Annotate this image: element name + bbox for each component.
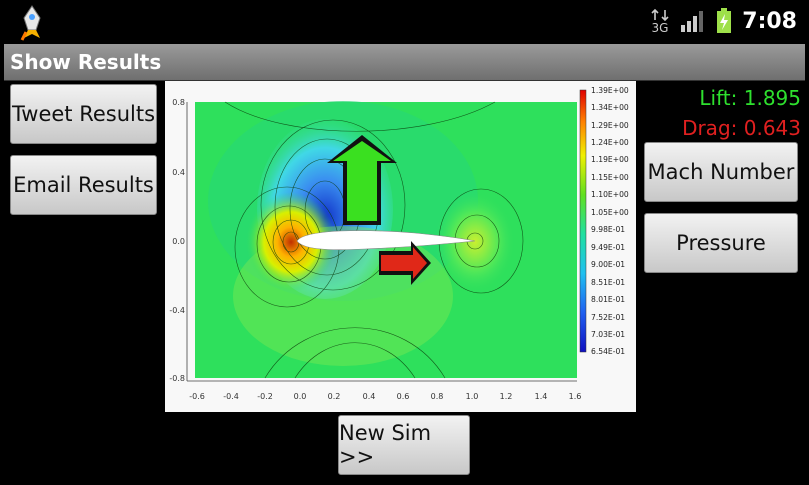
colorbar-label: 9.98E-01 <box>591 225 625 234</box>
colorbar-label: 1.15E+00 <box>591 173 629 182</box>
y-tick-label: 0.4 <box>172 168 185 177</box>
colorbar-label: 8.51E-01 <box>591 278 625 287</box>
contour-field <box>195 101 577 379</box>
plot-axes <box>186 102 577 382</box>
status-bar: 3G 7:08 <box>0 0 809 44</box>
mach-number-button[interactable]: Mach Number <box>644 142 798 202</box>
drag-value: Drag: 0.643 <box>682 116 801 140</box>
page-title: Show Results <box>10 50 162 74</box>
pressure-button[interactable]: Pressure <box>644 213 798 273</box>
colorbar-label: 1.39E+00 <box>591 86 629 95</box>
x-tick-label: -0.2 <box>257 392 273 401</box>
colorbar-label: 7.52E-01 <box>591 313 625 322</box>
y-tick-label: -0.8 <box>169 374 185 383</box>
colorbar-label: 1.10E+00 <box>591 190 629 199</box>
x-tick-label: 0.6 <box>397 392 410 401</box>
colorbar-label: 8.01E-01 <box>591 295 625 304</box>
clock: 7:08 <box>742 8 797 34</box>
y-tick-labels: 0.8 0.4 0.0 -0.4 -0.8 <box>169 98 185 383</box>
drag-arrow-icon <box>379 241 431 285</box>
x-tick-labels: -0.6 -0.4 -0.2 0.0 0.2 0.4 0.6 0.8 1.0 1… <box>189 392 581 401</box>
signal-icon <box>681 11 704 32</box>
x-tick-label: 1.4 <box>535 392 548 401</box>
x-tick-label: -0.6 <box>189 392 205 401</box>
rocket-app-icon <box>20 5 41 41</box>
y-tick-label: 0.0 <box>172 237 185 246</box>
colorbar-label: 1.05E+00 <box>591 208 629 217</box>
x-tick-label: 1.2 <box>500 392 513 401</box>
lift-arrow-icon <box>327 135 397 225</box>
airfoil-shape <box>296 230 476 251</box>
x-tick-label: 1.6 <box>569 392 582 401</box>
colorbar-label: 6.54E-01 <box>591 347 625 356</box>
colorbar-labels: 1.39E+00 1.34E+00 1.29E+00 1.24E+00 1.19… <box>591 86 629 356</box>
colorbar-label: 9.00E-01 <box>591 260 625 269</box>
colorbar-label: 1.34E+00 <box>591 103 629 112</box>
new-sim-button[interactable]: New Sim >> <box>338 415 470 475</box>
data-transfer-icon: 3G <box>651 8 669 34</box>
y-tick-label: 0.8 <box>172 98 185 107</box>
colorbar-label: 1.29E+00 <box>591 121 629 130</box>
pressure-contour-plot: 0.8 0.4 0.0 -0.4 -0.8 -0.6 -0.4 -0.2 0.0… <box>165 81 636 412</box>
colorbar-label: 9.49E-01 <box>591 243 625 252</box>
battery-charging-icon <box>717 8 732 33</box>
title-bar: Show Results <box>4 44 805 81</box>
lift-value: Lift: 1.895 <box>699 86 801 110</box>
y-tick-label: -0.4 <box>169 306 185 315</box>
x-tick-label: -0.4 <box>223 392 239 401</box>
tweet-results-button[interactable]: Tweet Results <box>10 84 157 144</box>
email-results-button[interactable]: Email Results <box>10 155 157 215</box>
colorbar <box>579 89 587 353</box>
x-tick-label: 0.8 <box>431 392 444 401</box>
x-tick-label: 0.4 <box>363 392 376 401</box>
x-tick-label: 0.2 <box>328 392 341 401</box>
colorbar-label: 1.19E+00 <box>591 155 629 164</box>
colorbar-label: 7.03E-01 <box>591 330 625 339</box>
x-tick-label: 1.0 <box>466 392 479 401</box>
network-type: 3G <box>652 21 669 34</box>
colorbar-label: 1.24E+00 <box>591 138 629 147</box>
x-tick-label: 0.0 <box>294 392 307 401</box>
